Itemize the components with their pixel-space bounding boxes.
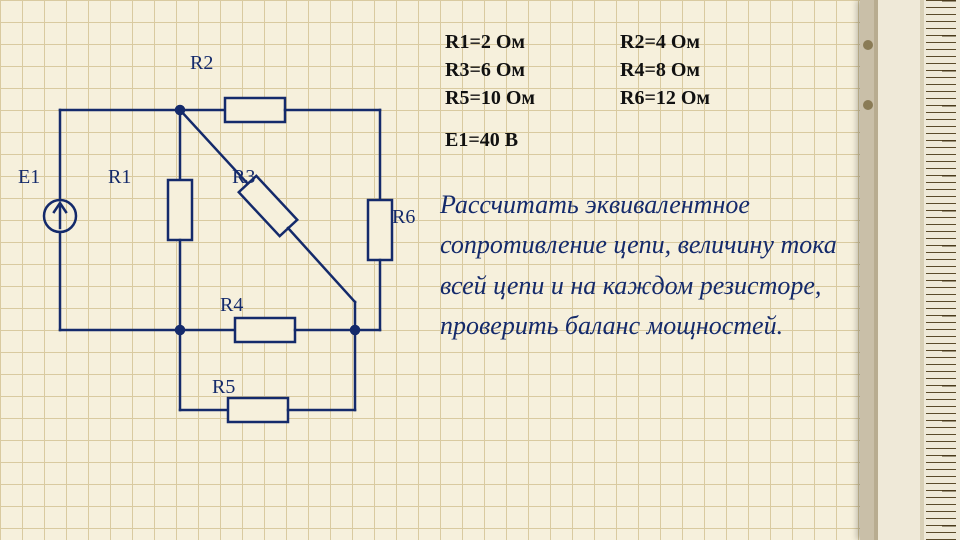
label-r5: R5 bbox=[212, 376, 235, 399]
val-r4: R4=8 Ом bbox=[620, 59, 700, 81]
label-r1: R1 bbox=[108, 166, 131, 189]
val-r2: R2=4 Ом bbox=[620, 31, 700, 53]
ruler-decoration bbox=[860, 0, 960, 540]
label-r4: R4 bbox=[220, 294, 243, 317]
val-r5: R5=10 Ом bbox=[445, 84, 620, 112]
ruler-ticks bbox=[926, 0, 956, 540]
val-r3: R3=6 Ом bbox=[445, 56, 620, 84]
label-r6: R6 bbox=[392, 206, 415, 229]
page: E1 R2 R1 R3 R6 R4 R5 R1=2 ОмR2=4 Ом R3=6… bbox=[0, 0, 960, 540]
task-text: Рассчитать эквивалентное сопротивление ц… bbox=[440, 185, 840, 346]
label-e1: E1 bbox=[18, 166, 40, 189]
given-values: R1=2 ОмR2=4 Ом R3=6 ОмR4=8 Ом R5=10 ОмR6… bbox=[445, 28, 710, 154]
label-r3: R3 bbox=[232, 166, 255, 189]
val-r6: R6=12 Ом bbox=[620, 87, 710, 109]
val-e1: E1=40 В bbox=[445, 129, 518, 151]
label-r2: R2 bbox=[190, 52, 213, 75]
val-r1: R1=2 Ом bbox=[445, 28, 620, 56]
